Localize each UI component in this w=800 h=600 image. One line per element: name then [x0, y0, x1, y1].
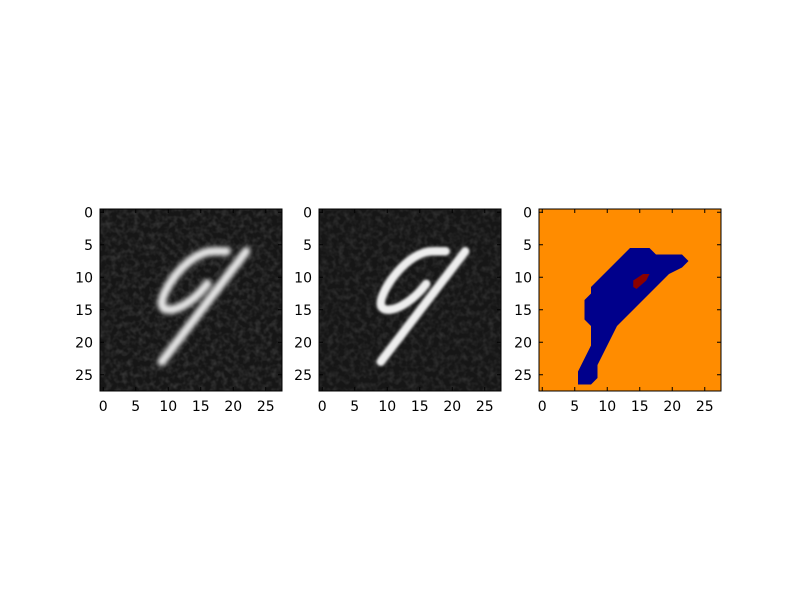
axes-frame	[538, 208, 722, 392]
y-tick-label: 20	[75, 335, 93, 351]
image-panel	[319, 209, 501, 391]
x-tick-label: 0	[538, 399, 547, 415]
image-panel	[539, 209, 721, 391]
y-tick-label: 25	[514, 368, 532, 384]
axes-frame	[318, 208, 502, 392]
x-tick-label: 0	[99, 399, 108, 415]
x-tick-label: 10	[598, 399, 616, 415]
x-tick-label: 5	[570, 399, 579, 415]
y-tick-label: 25	[75, 368, 93, 384]
x-tick-label: 10	[159, 399, 177, 415]
y-tick-label: 10	[294, 270, 312, 286]
y-tick-label: 15	[75, 303, 93, 319]
y-tick-label: 0	[303, 205, 312, 221]
x-tick-label: 25	[257, 399, 275, 415]
x-tick-label: 25	[476, 399, 494, 415]
y-tick-label: 5	[523, 238, 532, 254]
y-tick-label: 20	[294, 335, 312, 351]
x-tick-label: 5	[131, 399, 140, 415]
x-tick-label: 25	[696, 399, 714, 415]
y-tick-label: 10	[514, 270, 532, 286]
y-tick-label: 25	[294, 368, 312, 384]
y-tick-label: 0	[84, 205, 93, 221]
x-tick-label: 15	[411, 399, 429, 415]
x-tick-label: 5	[350, 399, 359, 415]
x-tick-label: 20	[443, 399, 461, 415]
y-tick-label: 20	[514, 335, 532, 351]
axes-frame	[99, 208, 283, 392]
image-panel	[100, 209, 282, 391]
x-tick-label: 20	[224, 399, 242, 415]
x-tick-label: 20	[663, 399, 681, 415]
y-tick-label: 0	[523, 205, 532, 221]
x-tick-label: 0	[318, 399, 327, 415]
y-tick-label: 10	[75, 270, 93, 286]
y-tick-label: 15	[514, 303, 532, 319]
y-tick-label: 15	[294, 303, 312, 319]
x-tick-label: 10	[378, 399, 396, 415]
y-tick-label: 5	[84, 238, 93, 254]
y-tick-label: 5	[303, 238, 312, 254]
x-tick-label: 15	[631, 399, 649, 415]
x-tick-label: 15	[192, 399, 210, 415]
